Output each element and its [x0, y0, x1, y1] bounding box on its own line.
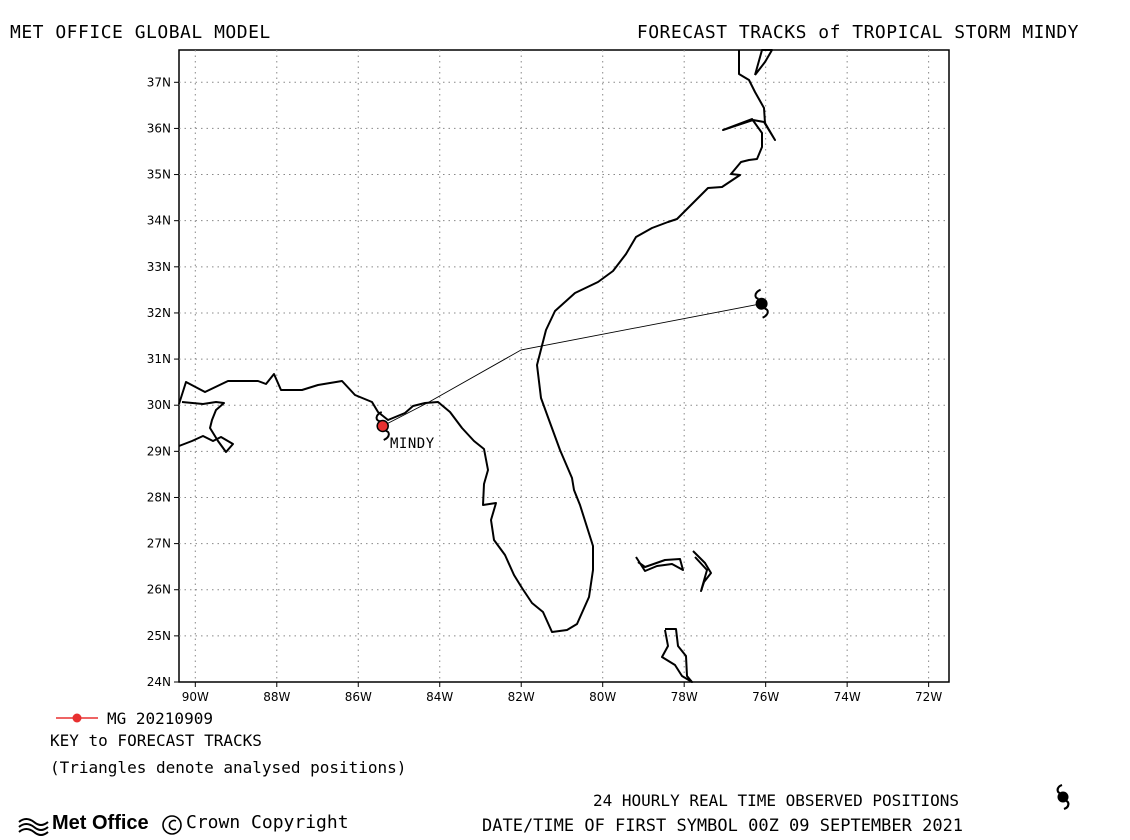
footer-first-symbol: DATE/TIME OF FIRST SYMBOL 00Z 09 SEPTEMB… — [482, 816, 964, 836]
lat-tick-label: 24N — [147, 675, 171, 689]
lon-tick-label: 74W — [834, 690, 861, 704]
storm-end-swirl — [754, 288, 769, 319]
lon-tick-label: 80W — [589, 690, 616, 704]
met-office-logo: Met Office — [52, 812, 149, 835]
lon-tick-label: 76W — [752, 690, 779, 704]
legend-note: (Triangles denote analysed positions) — [50, 758, 407, 777]
legend-key-title: KEY to FORECAST TRACKS — [50, 731, 262, 750]
storm-start-symbol — [375, 411, 390, 441]
copyright-icon-c — [168, 819, 177, 831]
island-andros — [661, 628, 693, 683]
lat-tick-label: 29N — [147, 444, 171, 458]
lat-tick-label: 30N — [147, 398, 171, 412]
lat-tick-label: 35N — [147, 168, 171, 182]
lon-tick-label: 82W — [508, 690, 535, 704]
island-grand-bahama — [635, 556, 684, 572]
observed-symbol-icon — [1056, 783, 1070, 811]
lon-tick-label: 90W — [182, 690, 209, 704]
lon-tick-label: 72W — [915, 690, 942, 704]
logo-text: Met Office — [52, 812, 149, 834]
lon-tick-label: 84W — [426, 690, 453, 704]
coastline-peninsula — [754, 49, 773, 76]
grid-lines — [179, 50, 949, 682]
forecast-track-line — [382, 303, 762, 427]
lon-tick-label: 86W — [345, 690, 372, 704]
axis-ticks: 24N 25N 26N 27N 28N 29N 30N 31N 32N 33N 34N 35N 36N 3… — [147, 75, 943, 704]
copyright-text: Crown Copyright — [186, 812, 349, 833]
met-office-logo-icon — [18, 818, 49, 836]
lat-tick-label: 25N — [147, 629, 171, 643]
lat-tick-label: 33N — [147, 260, 171, 274]
title-left: MET OFFICE GLOBAL MODEL — [10, 22, 271, 43]
island-abaco — [692, 550, 712, 592]
lon-tick-label: 88W — [263, 690, 290, 704]
lat-tick-label: 26N — [147, 583, 171, 597]
lat-tick-label: 34N — [147, 214, 171, 228]
lat-tick-label: 32N — [147, 306, 171, 320]
lat-tick-label: 36N — [147, 121, 171, 135]
storm-end-symbol — [754, 288, 769, 319]
storm-start-dot — [376, 419, 389, 433]
copyright-icon — [162, 815, 182, 835]
legend-marker — [72, 713, 82, 723]
lat-tick-label: 37N — [147, 75, 171, 89]
storm-label: MINDY — [390, 436, 435, 452]
footer-observed: 24 HOURLY REAL TIME OBSERVED POSITIONS — [593, 791, 960, 810]
coastline-delta — [178, 401, 234, 453]
legend-entry: MG 20210909 — [107, 709, 213, 728]
coastline — [178, 49, 776, 683]
lat-tick-label: 28N — [147, 490, 171, 504]
title-right: FORECAST TRACKS of TROPICAL STORM MINDY — [636, 22, 1079, 43]
map-frame — [178, 49, 950, 683]
coastline-mainland — [178, 50, 776, 633]
lat-tick-label: 31N — [147, 352, 171, 366]
storm-start-swirl — [375, 411, 390, 441]
storm-end-dot — [755, 297, 768, 310]
lon-tick-label: 78W — [671, 690, 698, 704]
lat-tick-label: 27N — [147, 537, 171, 551]
